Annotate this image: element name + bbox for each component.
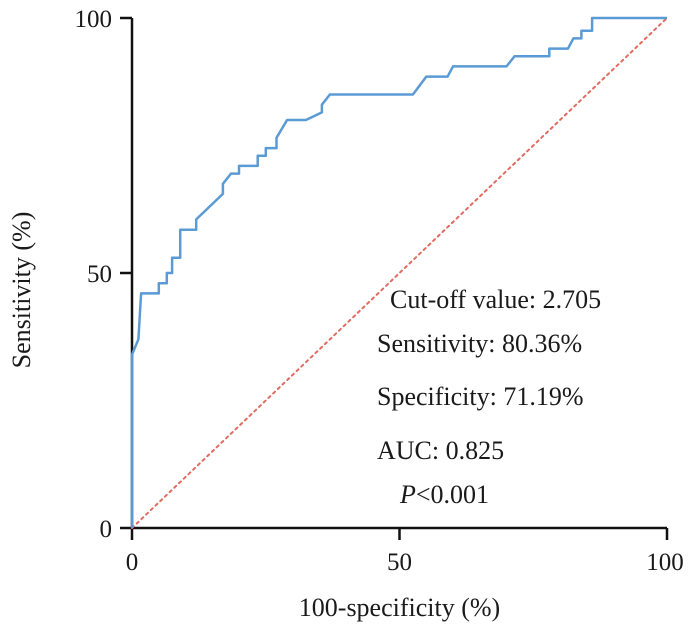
p-value-symbol: P <box>399 480 416 509</box>
y-tick-label-50: 50 <box>87 261 112 288</box>
x-tick-label-100: 100 <box>646 549 684 576</box>
x-axis-title: 100-specificity (%) <box>299 593 500 622</box>
y-tick-label-100: 100 <box>75 6 113 33</box>
roc-curve-line <box>130 16 667 528</box>
reference-diagonal-line <box>131 17 668 529</box>
p-value-annotation: P<0.001 <box>399 480 489 509</box>
y-axis-title: Sensitivity (%) <box>7 212 36 369</box>
sensitivity-annotation: Sensitivity: 80.36% <box>377 329 582 358</box>
auc-annotation: AUC: 0.825 <box>377 436 504 465</box>
p-value-text: <0.001 <box>416 480 489 509</box>
specificity-annotation: Specificity: 71.19% <box>377 382 584 411</box>
x-tick-label-0: 0 <box>126 549 139 576</box>
x-tick-label-50: 50 <box>387 549 412 576</box>
cutoff-annotation: Cut-off value: 2.705 <box>390 285 601 314</box>
y-tick-label-0: 0 <box>100 516 113 543</box>
